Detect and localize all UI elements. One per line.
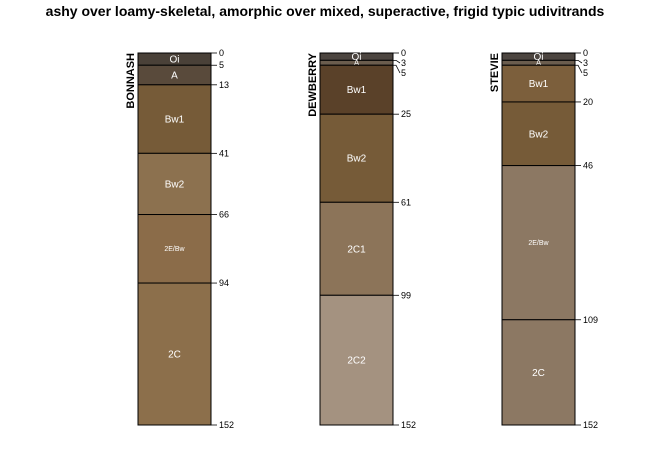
bonnash-horizon-label-4: 2E/Bw — [164, 246, 185, 253]
bonnash-horizon-label-0: Oi — [170, 55, 180, 66]
stevie-depth-label-0: 0 — [583, 48, 588, 58]
bonnash-horizon-label-2: Bw1 — [165, 115, 185, 126]
bonnash-depth-label-1: 5 — [219, 60, 224, 70]
dewberry-horizon-5 — [319, 294, 394, 426]
dewberry-depth-label-2: 5 — [401, 68, 406, 78]
stevie-horizon-5 — [501, 319, 576, 426]
dewberry-horizon-label-1: A — [354, 59, 360, 68]
dewberry-depth-tick-2 — [393, 64, 401, 74]
dewberry-horizon-4 — [319, 201, 394, 296]
dewberry-depth-label-4: 61 — [401, 197, 411, 207]
bonnash-horizon-label-1: A — [171, 71, 178, 82]
dewberry-depth-tick-1 — [393, 59, 401, 64]
dewberry-horizon-2 — [319, 64, 394, 115]
bonnash-depth-label-2: 13 — [219, 80, 229, 90]
stevie-horizon-label-5: 2C — [532, 368, 545, 379]
stevie-horizon-label-3: Bw2 — [529, 129, 549, 140]
stevie-horizon-label-1: A — [536, 59, 542, 68]
stevie-horizon-label-4: 2E/Bw — [528, 240, 549, 247]
stevie-depth-tick-2 — [575, 64, 583, 74]
dewberry-horizon-label-4: 2C1 — [347, 244, 366, 255]
bonnash-depth-label-5: 94 — [219, 278, 229, 288]
bonnash-depth-label-4: 66 — [219, 210, 229, 220]
bonnash-horizon-3 — [137, 152, 212, 216]
stevie-depth-tick-1 — [575, 59, 583, 64]
dewberry-depth-label-1: 3 — [401, 58, 406, 68]
stevie-depth-label-1: 3 — [583, 58, 588, 68]
stevie-depth-label-3: 20 — [583, 97, 593, 107]
bonnash-horizon-label-3: Bw2 — [165, 179, 185, 190]
stevie-horizon-3 — [501, 101, 576, 167]
stevie-horizon-2 — [501, 64, 576, 103]
stevie-horizon-label-0: Oi — [534, 52, 544, 63]
bonnash-horizon-2 — [137, 84, 212, 154]
stevie-depth-label-4: 46 — [583, 161, 593, 171]
stevie-depth-label-6: 152 — [583, 420, 598, 430]
stevie-depth-label-5: 109 — [583, 315, 598, 325]
dewberry-horizon-3 — [319, 113, 394, 203]
stevie-profile-name: STEVIE — [489, 53, 501, 92]
bonnash-horizon-4 — [137, 214, 212, 284]
dewberry-horizon-label-0: Oi — [352, 52, 362, 63]
stevie-depth-label-2: 5 — [583, 68, 588, 78]
dewberry-depth-label-5: 99 — [401, 290, 411, 300]
bonnash-depth-label-6: 152 — [219, 420, 234, 430]
stevie-horizon-4 — [501, 165, 576, 321]
bonnash-horizon-label-5: 2C — [168, 350, 181, 361]
bonnash-horizon-5 — [137, 282, 212, 426]
dewberry-profile-name: DEWBERRY — [307, 52, 319, 116]
dewberry-depth-label-0: 0 — [401, 48, 406, 58]
stevie-horizon-label-2: Bw1 — [529, 79, 549, 90]
bonnash-profile-name: BONNASH — [125, 53, 137, 109]
dewberry-depth-label-3: 25 — [401, 109, 411, 119]
chart-title: ashy over loamy-skeletal, amorphic over … — [45, 3, 605, 19]
dewberry-horizon-label-5: 2C2 — [347, 356, 366, 367]
dewberry-horizon-label-3: Bw2 — [347, 154, 367, 165]
bonnash-depth-label-3: 41 — [219, 148, 229, 158]
dewberry-horizon-label-2: Bw1 — [347, 85, 367, 96]
bonnash-depth-label-0: 0 — [219, 48, 224, 58]
dewberry-depth-label-6: 152 — [401, 420, 416, 430]
